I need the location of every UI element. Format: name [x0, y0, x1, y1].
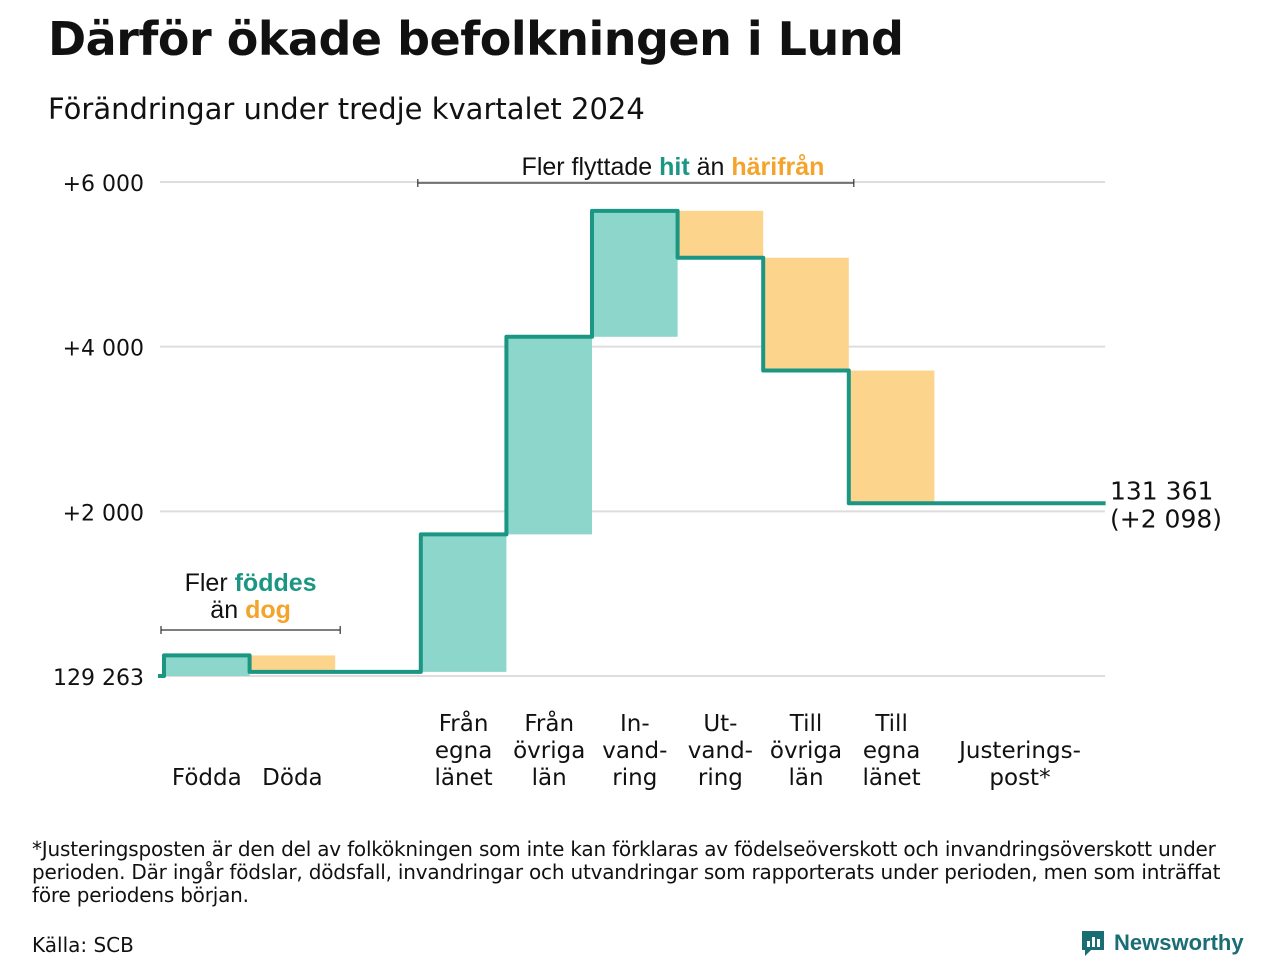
increase-bar [592, 210, 678, 337]
annotation-highlight: föddes [235, 569, 317, 597]
x-axis-label: övriga [513, 738, 585, 764]
footnote: *Justeringsposten är den del av folkökni… [32, 837, 1221, 907]
cumulative-step-line [158, 208, 1106, 678]
annotation-text: Fler flyttade [522, 153, 660, 181]
x-axis-label: Födda [172, 765, 242, 791]
annotation-highlight: härifrån [731, 153, 824, 181]
x-axis-label: vand- [688, 738, 753, 764]
births-annotation-line1: Fler föddes [185, 569, 317, 597]
x-axis-label: övriga [770, 738, 842, 764]
x-axis-label: post* [989, 765, 1050, 791]
y-tick-label: +6 000 [63, 172, 144, 197]
migration-annotation: Fler flyttade hit än härifrån [522, 153, 825, 181]
x-axis-label: Döda [262, 765, 322, 791]
x-axis-label: egna [863, 738, 920, 764]
brand-name: Newsworthy [1114, 930, 1244, 955]
end-value-label-line: (+2 098) [1110, 504, 1222, 533]
increase-bar [164, 655, 250, 676]
source-label: Källa: SCB [32, 933, 134, 957]
x-axis-label: egna [435, 738, 492, 764]
x-axis-label: Justerings- [957, 738, 1081, 764]
x-axis-label: Till [789, 711, 823, 737]
annotation-highlight: hit [659, 153, 690, 181]
x-axis-labels: Födda DödaFrånegnalänetFrånövrigalänIn-va… [172, 709, 1081, 791]
decrease-bar [763, 257, 849, 371]
decrease-bar [249, 655, 336, 672]
y-tick-label: +4 000 [63, 337, 144, 362]
x-axis-label: län [788, 765, 823, 791]
x-axis-label: Från [439, 709, 489, 737]
births-annotation-line2: än dog [210, 596, 291, 624]
bars [164, 210, 935, 676]
y-tick-label: 129 263 [53, 666, 144, 691]
y-tick-label: +2 000 [63, 501, 144, 526]
x-axis-label: vand- [602, 738, 667, 764]
x-axis-label: länet [862, 765, 920, 791]
chart-title: Därför ökade befolkningen i Lund [48, 12, 904, 66]
x-axis-label: Till [874, 711, 908, 737]
increase-bar [420, 534, 507, 672]
x-axis-label: ring [612, 765, 657, 791]
grid-lines [160, 181, 1105, 677]
annotation-text: än [210, 596, 245, 624]
brand-logo: Newsworthy [1080, 928, 1244, 958]
x-axis-label: län [532, 765, 567, 791]
waterfall-chart: 129 263+2 000+4 000+6 000 Födda DödaFråne… [53, 153, 1222, 791]
x-axis-label: In- [620, 711, 650, 737]
x-axis-label: Ut- [703, 711, 737, 737]
increase-bar [506, 336, 592, 535]
x-axis-label: Från [524, 709, 574, 737]
decrease-bar [848, 370, 935, 504]
x-axis-label: länet [434, 765, 492, 791]
chart-subtitle: Förändringar under tredje kvartalet 2024 [48, 92, 645, 126]
cumulative-line [158, 208, 1106, 678]
annotation-text: än [690, 153, 732, 181]
end-value-label: 131 361(+2 098) [1110, 476, 1222, 533]
end-value-label-line: 131 361 [1110, 476, 1213, 505]
x-axis-label: ring [698, 765, 743, 791]
y-axis-labels: 129 263 +2 000 +4 000 +6 000 [53, 172, 144, 691]
bar-chart-speech-bubble-icon [1082, 931, 1104, 956]
annotation-highlight: dog [245, 596, 291, 624]
annotation-text: Fler [185, 569, 235, 597]
decrease-bar [677, 210, 764, 258]
